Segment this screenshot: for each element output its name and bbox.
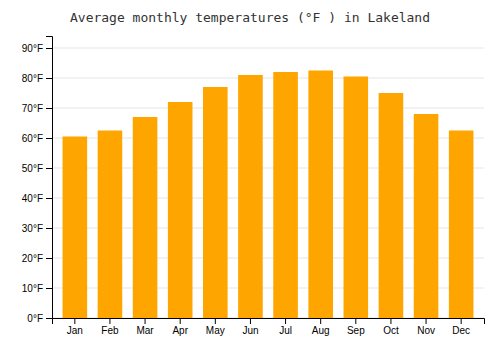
x-tick: Oct (383, 318, 399, 336)
y-tick-label: 10°F (22, 283, 43, 294)
bar (414, 114, 439, 318)
x-tick-mark (145, 318, 146, 324)
y-tick-label: 30°F (22, 223, 43, 234)
x-tick-mark (180, 318, 181, 324)
bars (63, 71, 474, 319)
y-tick-mark (46, 228, 52, 229)
y-tick-mark (46, 318, 52, 319)
bar (238, 75, 263, 318)
chart: Average monthly temperatures (°F ) in La… (0, 0, 500, 350)
grid-line (52, 78, 484, 79)
x-tick: Jun (242, 318, 258, 336)
y-axis-line (46, 37, 53, 319)
x-tick-mark (109, 318, 110, 324)
x-tick-mark (355, 318, 356, 324)
y-tick: 90°F (22, 43, 52, 54)
x-tick: Feb (101, 318, 119, 336)
y-tick: 20°F (22, 253, 52, 264)
y-tick: 0°F (27, 313, 52, 324)
y-tick-mark (46, 78, 52, 79)
y-tick: 10°F (22, 283, 52, 294)
bar (168, 102, 193, 318)
y-tick-label: 20°F (22, 253, 43, 264)
x-tick-mark (74, 318, 75, 324)
y-tick: 80°F (22, 73, 52, 84)
bar (98, 131, 123, 319)
bar (133, 117, 158, 318)
x-tick-label: May (206, 325, 225, 336)
x-tick-label: Apr (172, 325, 188, 336)
bar (449, 131, 474, 319)
x-tick-label: Jan (67, 325, 83, 336)
y-tick-label: 0°F (27, 313, 43, 324)
x-tick: May (206, 318, 225, 336)
y-tick-label: 40°F (22, 193, 43, 204)
bar (273, 72, 298, 318)
y-tick: 60°F (22, 133, 52, 144)
plot: 0°F 10°F 20°F 30°F 40°F 50°F 60°F 70°F 80°F 90°F J… (22, 37, 485, 337)
bar (344, 77, 369, 319)
x-tick-label: Nov (417, 325, 435, 336)
x-tick: Jan (67, 318, 83, 336)
y-tick-label: 80°F (22, 73, 43, 84)
x-tick: Nov (417, 318, 435, 336)
x-tick-mark (426, 318, 427, 324)
y-tick-label: 70°F (22, 103, 43, 114)
x-tick-mark (461, 318, 462, 324)
x-tick: Mar (136, 318, 154, 336)
bar (63, 137, 88, 319)
y-tick: 50°F (22, 163, 52, 174)
y-tick: 30°F (22, 223, 52, 234)
x-tick-label: Aug (312, 325, 330, 336)
x-tick-mark (390, 318, 391, 324)
grid (52, 48, 484, 318)
bar (379, 93, 404, 318)
y-tick-mark (46, 48, 52, 49)
y-tick-mark (46, 258, 52, 259)
x-tick-mark (250, 318, 251, 324)
y-tick-mark (46, 288, 52, 289)
grid-line (52, 48, 484, 49)
y-tick-mark (46, 168, 52, 169)
y-tick: 70°F (22, 103, 52, 114)
x-tick-mark (215, 318, 216, 324)
x-tick-label: Feb (101, 325, 119, 336)
x-axis: Jan Feb Mar Apr May Jun Jul Aug Sep Oct Nov Dec (53, 318, 485, 336)
x-axis-line (53, 319, 485, 325)
x-tick: Sep (347, 318, 365, 336)
bar (308, 71, 333, 319)
x-tick-mark (285, 318, 286, 324)
x-tick-label: Jul (279, 325, 292, 336)
y-axis: 0°F 10°F 20°F 30°F 40°F 50°F 60°F 70°F 80°F 90°F (22, 37, 53, 324)
y-tick-mark (46, 198, 52, 199)
x-tick-label: Oct (383, 325, 399, 336)
y-tick-mark (46, 138, 52, 139)
x-tick: Aug (312, 318, 330, 336)
bar (203, 87, 228, 318)
y-tick-label: 90°F (22, 43, 43, 54)
y-tick: 40°F (22, 193, 52, 204)
y-tick-mark (46, 108, 52, 109)
x-tick: Jul (279, 318, 292, 336)
x-tick-label: Jun (242, 325, 258, 336)
grid-line (52, 108, 484, 109)
x-tick: Dec (452, 318, 470, 336)
x-tick: Apr (172, 318, 188, 336)
y-tick-label: 50°F (22, 163, 43, 174)
x-tick-mark (320, 318, 321, 324)
x-tick-label: Mar (136, 325, 154, 336)
x-tick-label: Dec (452, 325, 470, 336)
y-tick-label: 60°F (22, 133, 43, 144)
x-tick-label: Sep (347, 325, 365, 336)
title: Average monthly temperatures (°F ) in La… (70, 10, 430, 25)
